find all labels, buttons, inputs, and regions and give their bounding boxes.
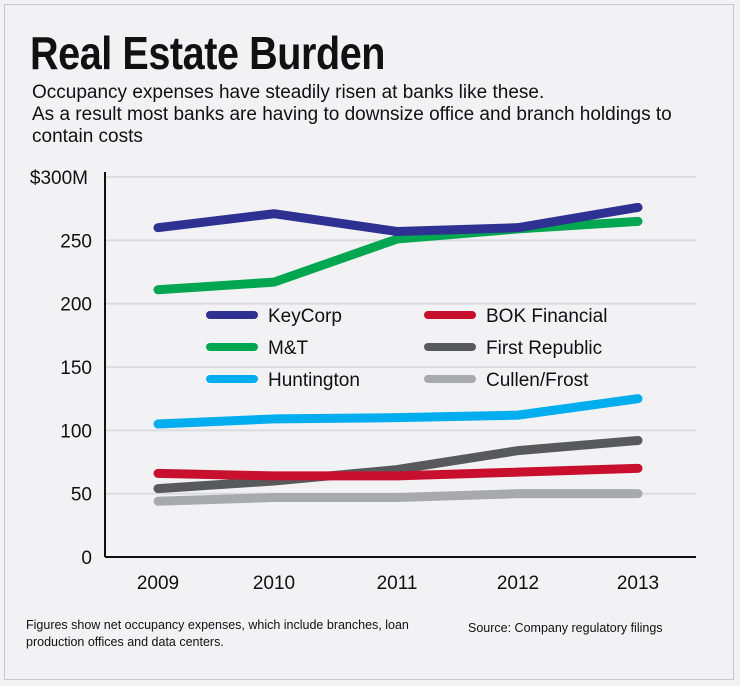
series-line-keycorp xyxy=(153,202,643,236)
legend-label: First Republic xyxy=(486,338,602,359)
x-tick-label: 2013 xyxy=(617,573,659,594)
y-tick-label: 250 xyxy=(60,231,92,252)
y-tick-label: 100 xyxy=(60,421,92,442)
y-tick-label: $300M xyxy=(30,168,88,189)
legend-label: Huntington xyxy=(268,370,360,391)
x-tick-label: 2010 xyxy=(253,573,295,594)
chart-title: Real Estate Burden xyxy=(30,27,386,79)
series-line-huntington xyxy=(153,394,643,429)
x-tick-label: 2011 xyxy=(377,573,418,594)
legend-label: M&T xyxy=(268,338,309,359)
y-tick-label: 0 xyxy=(81,548,92,569)
chart-subtitle: Occupancy expenses have steadily risen a… xyxy=(32,82,732,148)
series-line-first-republic xyxy=(153,435,643,494)
x-tick-label: 2012 xyxy=(497,573,539,594)
legend-label: Cullen/Frost xyxy=(486,370,589,391)
source-note: Source: Company regulatory filings xyxy=(468,621,663,635)
subtitle-line-1: Occupancy expenses have steadily risen a… xyxy=(32,82,545,103)
y-tick-label: 200 xyxy=(60,295,92,316)
subtitle-line-2: As a result most banks are having to dow… xyxy=(32,104,672,147)
x-tick-label: 2009 xyxy=(137,573,179,594)
chart-frame xyxy=(4,4,734,680)
series-line-cullen-frost xyxy=(153,489,643,506)
footnote: Figures show net occupancy expenses, whi… xyxy=(26,618,409,649)
legend-label: BOK Financial xyxy=(486,306,607,327)
legend-label: KeyCorp xyxy=(268,306,342,327)
series-line-bok-financial xyxy=(153,463,643,481)
series-line-m-t xyxy=(153,216,643,295)
y-tick-label: 50 xyxy=(71,485,92,506)
y-tick-label: 150 xyxy=(60,358,92,379)
